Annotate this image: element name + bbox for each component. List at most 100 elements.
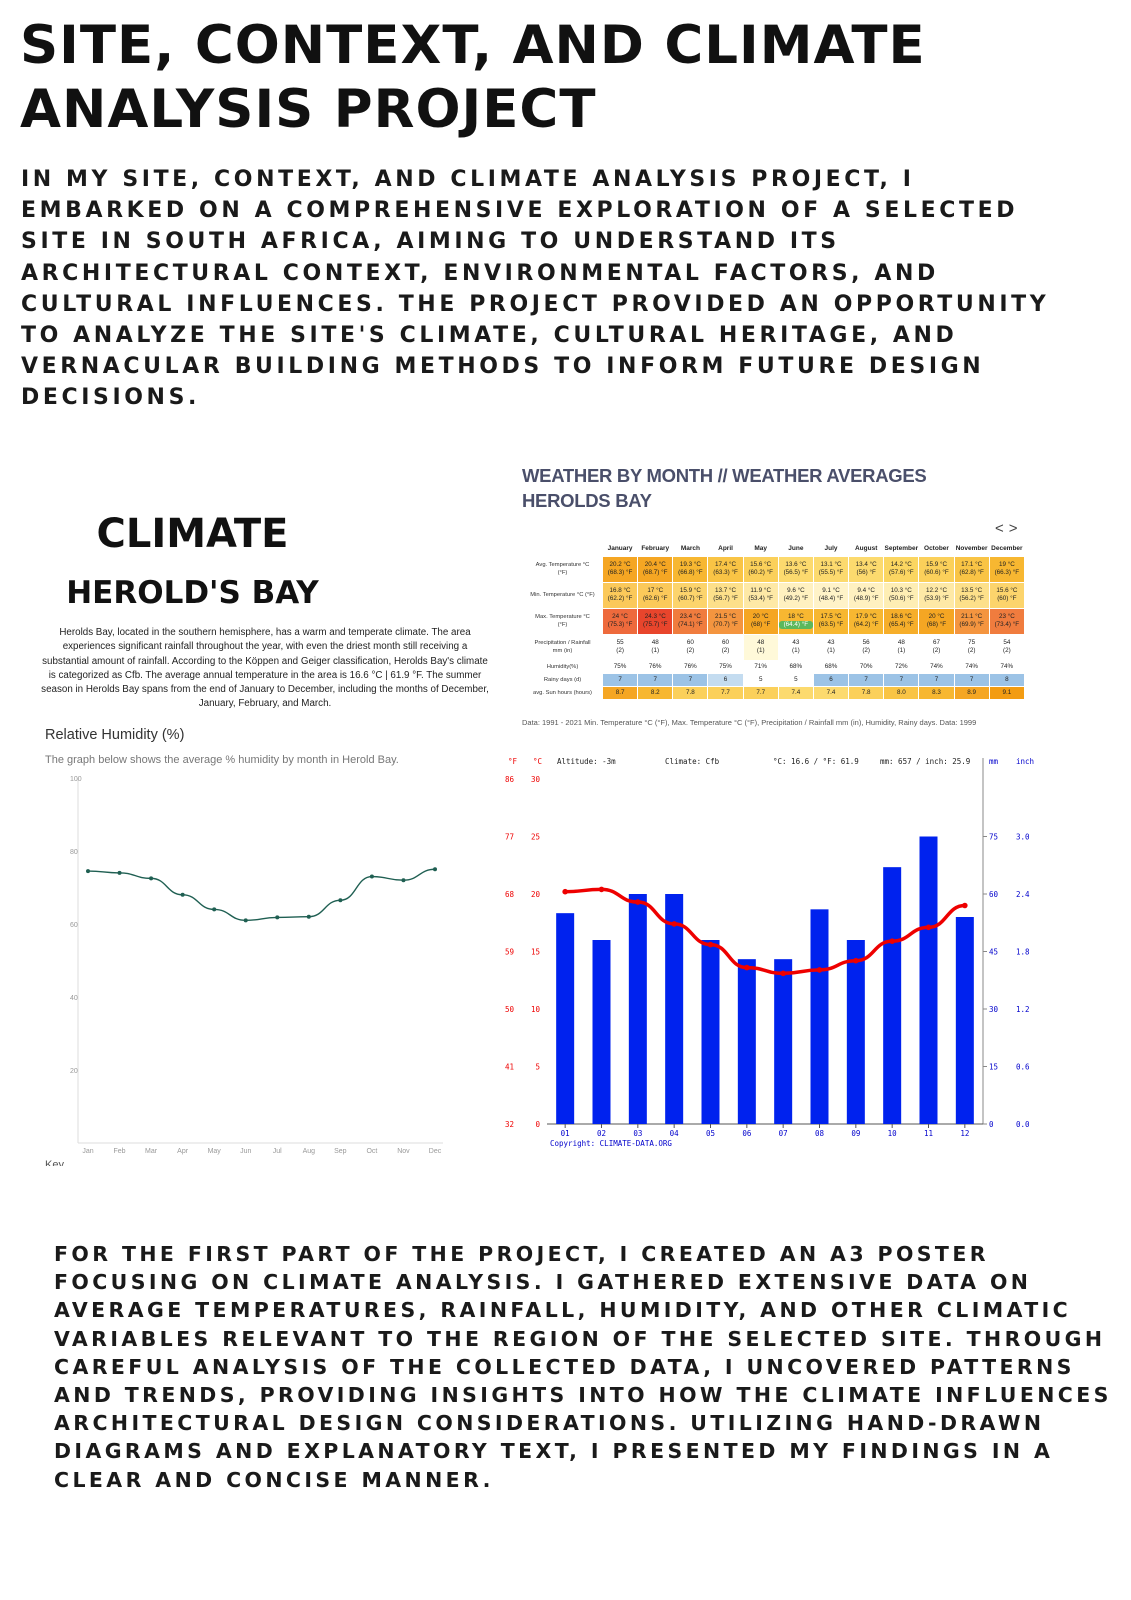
table-cell: 74% (918, 659, 955, 674)
cell-value: 17 °C (647, 587, 664, 594)
table-cell: 11.9 °C (53.4) °F (742, 581, 779, 609)
header-blank (522, 542, 603, 556)
cell-value-secondary: (60.6) °F (924, 569, 949, 576)
y-tick-label: 100 (70, 776, 82, 783)
page-title: SITE, CONTEXT, AND CLIMATE ANALYSIS PROJ… (20, 15, 926, 140)
cell-value: 48 (651, 639, 659, 646)
table-row: Humidity(%) 75% 76% 76% 75% 71% 68% 68% 70% 72% 74… (522, 659, 1026, 674)
cell-value-secondary: (2) (616, 647, 624, 654)
c-tick-label: 10 (531, 1005, 541, 1014)
rainfall-bar (628, 894, 647, 1124)
table-cell: 20.2 °C (68.3) °F (601, 555, 639, 583)
table-cell: 56 (2) (848, 633, 885, 661)
row-label-line: Rainy days (d) (543, 676, 582, 683)
table-cell: 7 (953, 672, 990, 687)
table-cell: 8 (988, 672, 1026, 687)
cell-value: 56 (862, 639, 870, 646)
climate-label: Climate: Cfb (665, 757, 720, 766)
mm-tick-label: 15 (989, 1063, 998, 1072)
month-header: July (813, 542, 849, 556)
cell-value: 5 (758, 675, 763, 683)
chart-key-label: Key (45, 1159, 64, 1166)
cell-value: 7 (934, 675, 939, 683)
cell-value: 75 (968, 639, 976, 646)
x-tick-label: Feb (114, 1148, 126, 1155)
cell-value-secondary: (62.8) °F (959, 569, 984, 576)
cell-value-secondary: (2) (721, 647, 730, 654)
cell-value: 71% (754, 662, 767, 670)
f-tick-label: 68 (505, 890, 515, 899)
x-tick-label: Apr (177, 1148, 189, 1155)
cell-value: 13.7 °C (715, 587, 737, 594)
temperature-line (565, 887, 966, 976)
row-label: Precipitation / Rainfall mm (in) (522, 633, 603, 661)
row-label-line: Precipitation / Rainfall (534, 640, 591, 646)
cell-value: 8.9 (967, 688, 977, 696)
cell-value: 7 (618, 675, 622, 683)
month-tick-label: 07 (779, 1129, 788, 1138)
cell-value-secondary: (2) (932, 647, 941, 654)
y-tick-label: 60 (70, 922, 78, 929)
humidity-chart: 20 40 60 80 100 Jan Feb Mar Apr May Jun Jul Aug Sep Oc… (70, 776, 443, 1155)
cell-value-secondary: (66.8) °F (678, 569, 703, 576)
cell-value: 10.3 °C (890, 587, 912, 594)
row-label: Rainy days (d) (522, 672, 603, 687)
cell-value: 15.9 °C (925, 561, 948, 568)
location-heading: HEROLD'S BAY (66, 575, 319, 611)
humidity-line (87, 868, 436, 922)
cell-value: 9.1 (1002, 688, 1012, 696)
row-label-line: Humidity(%) (546, 663, 579, 670)
weather-table-footer: Data: 1991 - 2021 Min. Temperature °C (°… (522, 718, 977, 727)
temperature-point (671, 921, 677, 927)
c-tick-label: 0 (535, 1120, 540, 1129)
cell-value: 23 °C (998, 613, 1015, 620)
temperature-point (889, 938, 895, 944)
row-label: Max. Temperature °C (°F) (522, 607, 603, 635)
cell-value: 7 (864, 675, 868, 683)
temperature-point (853, 957, 859, 964)
prev-arrow-icon[interactable]: < (995, 520, 1004, 537)
next-arrow-icon[interactable]: > (1008, 520, 1018, 537)
x-tick-label: Oct (366, 1148, 377, 1155)
table-cell: 76% (637, 659, 674, 674)
cell-value: 74% (965, 662, 978, 670)
mm-tick-label: 0 (989, 1120, 994, 1129)
cell-value-secondary: (53.4) °F (748, 595, 773, 602)
cell-value-secondary: (1) (756, 647, 765, 654)
table-cell: 17.1 °C (62.8) °F (953, 555, 990, 583)
cell-value: 17.5 °C (820, 613, 842, 620)
rainfall-bar (701, 940, 720, 1124)
temperature-point (780, 970, 786, 977)
cell-value: 16.8 °C (609, 587, 631, 594)
x-tick-label: Dec (429, 1148, 442, 1155)
table-cell: 54 (2) (988, 633, 1026, 661)
temperature-point (635, 899, 641, 905)
cell-value: 24 °C (612, 613, 628, 620)
cell-value: 8.0 (896, 688, 906, 696)
c-tick-label: 5 (535, 1063, 540, 1072)
rainfall-bar (665, 894, 684, 1124)
month-header: October (918, 542, 955, 556)
cell-value-secondary: (1) (792, 647, 800, 654)
row-label-line: avg. Sun hours (hours) (533, 689, 592, 696)
mm-tick-label: 30 (989, 1005, 999, 1014)
table-cell: 18 °C (64.4) °F (777, 607, 814, 635)
x-tick-label: Jan (82, 1148, 93, 1155)
cell-value-secondary: (48.4) °F (818, 595, 844, 602)
table-cell: 15.9 °C (60.6) °F (918, 555, 955, 583)
cell-value: 48 (897, 639, 905, 646)
table-cell: 19 °C (66.3) °F (988, 555, 1026, 583)
f-tick-label: 86 (505, 775, 515, 784)
cell-value-secondary: (57.6) °F (889, 569, 914, 576)
cell-value-secondary: (48.9) °F (853, 595, 879, 602)
cell-value-secondary: (63.5) °F (818, 621, 844, 628)
month-header: November (954, 542, 990, 556)
x-tick-label: Aug (303, 1148, 316, 1155)
table-cell: 15.6 °C (60) °F (988, 581, 1026, 609)
c-tick-label: 20 (531, 890, 541, 899)
f-tick-label: 59 (505, 948, 514, 957)
cell-value: 20.2 °C (609, 561, 631, 568)
temperature-point (562, 888, 568, 895)
table-cell: 7 (672, 672, 709, 687)
c-tick-label: 25 (531, 833, 540, 842)
